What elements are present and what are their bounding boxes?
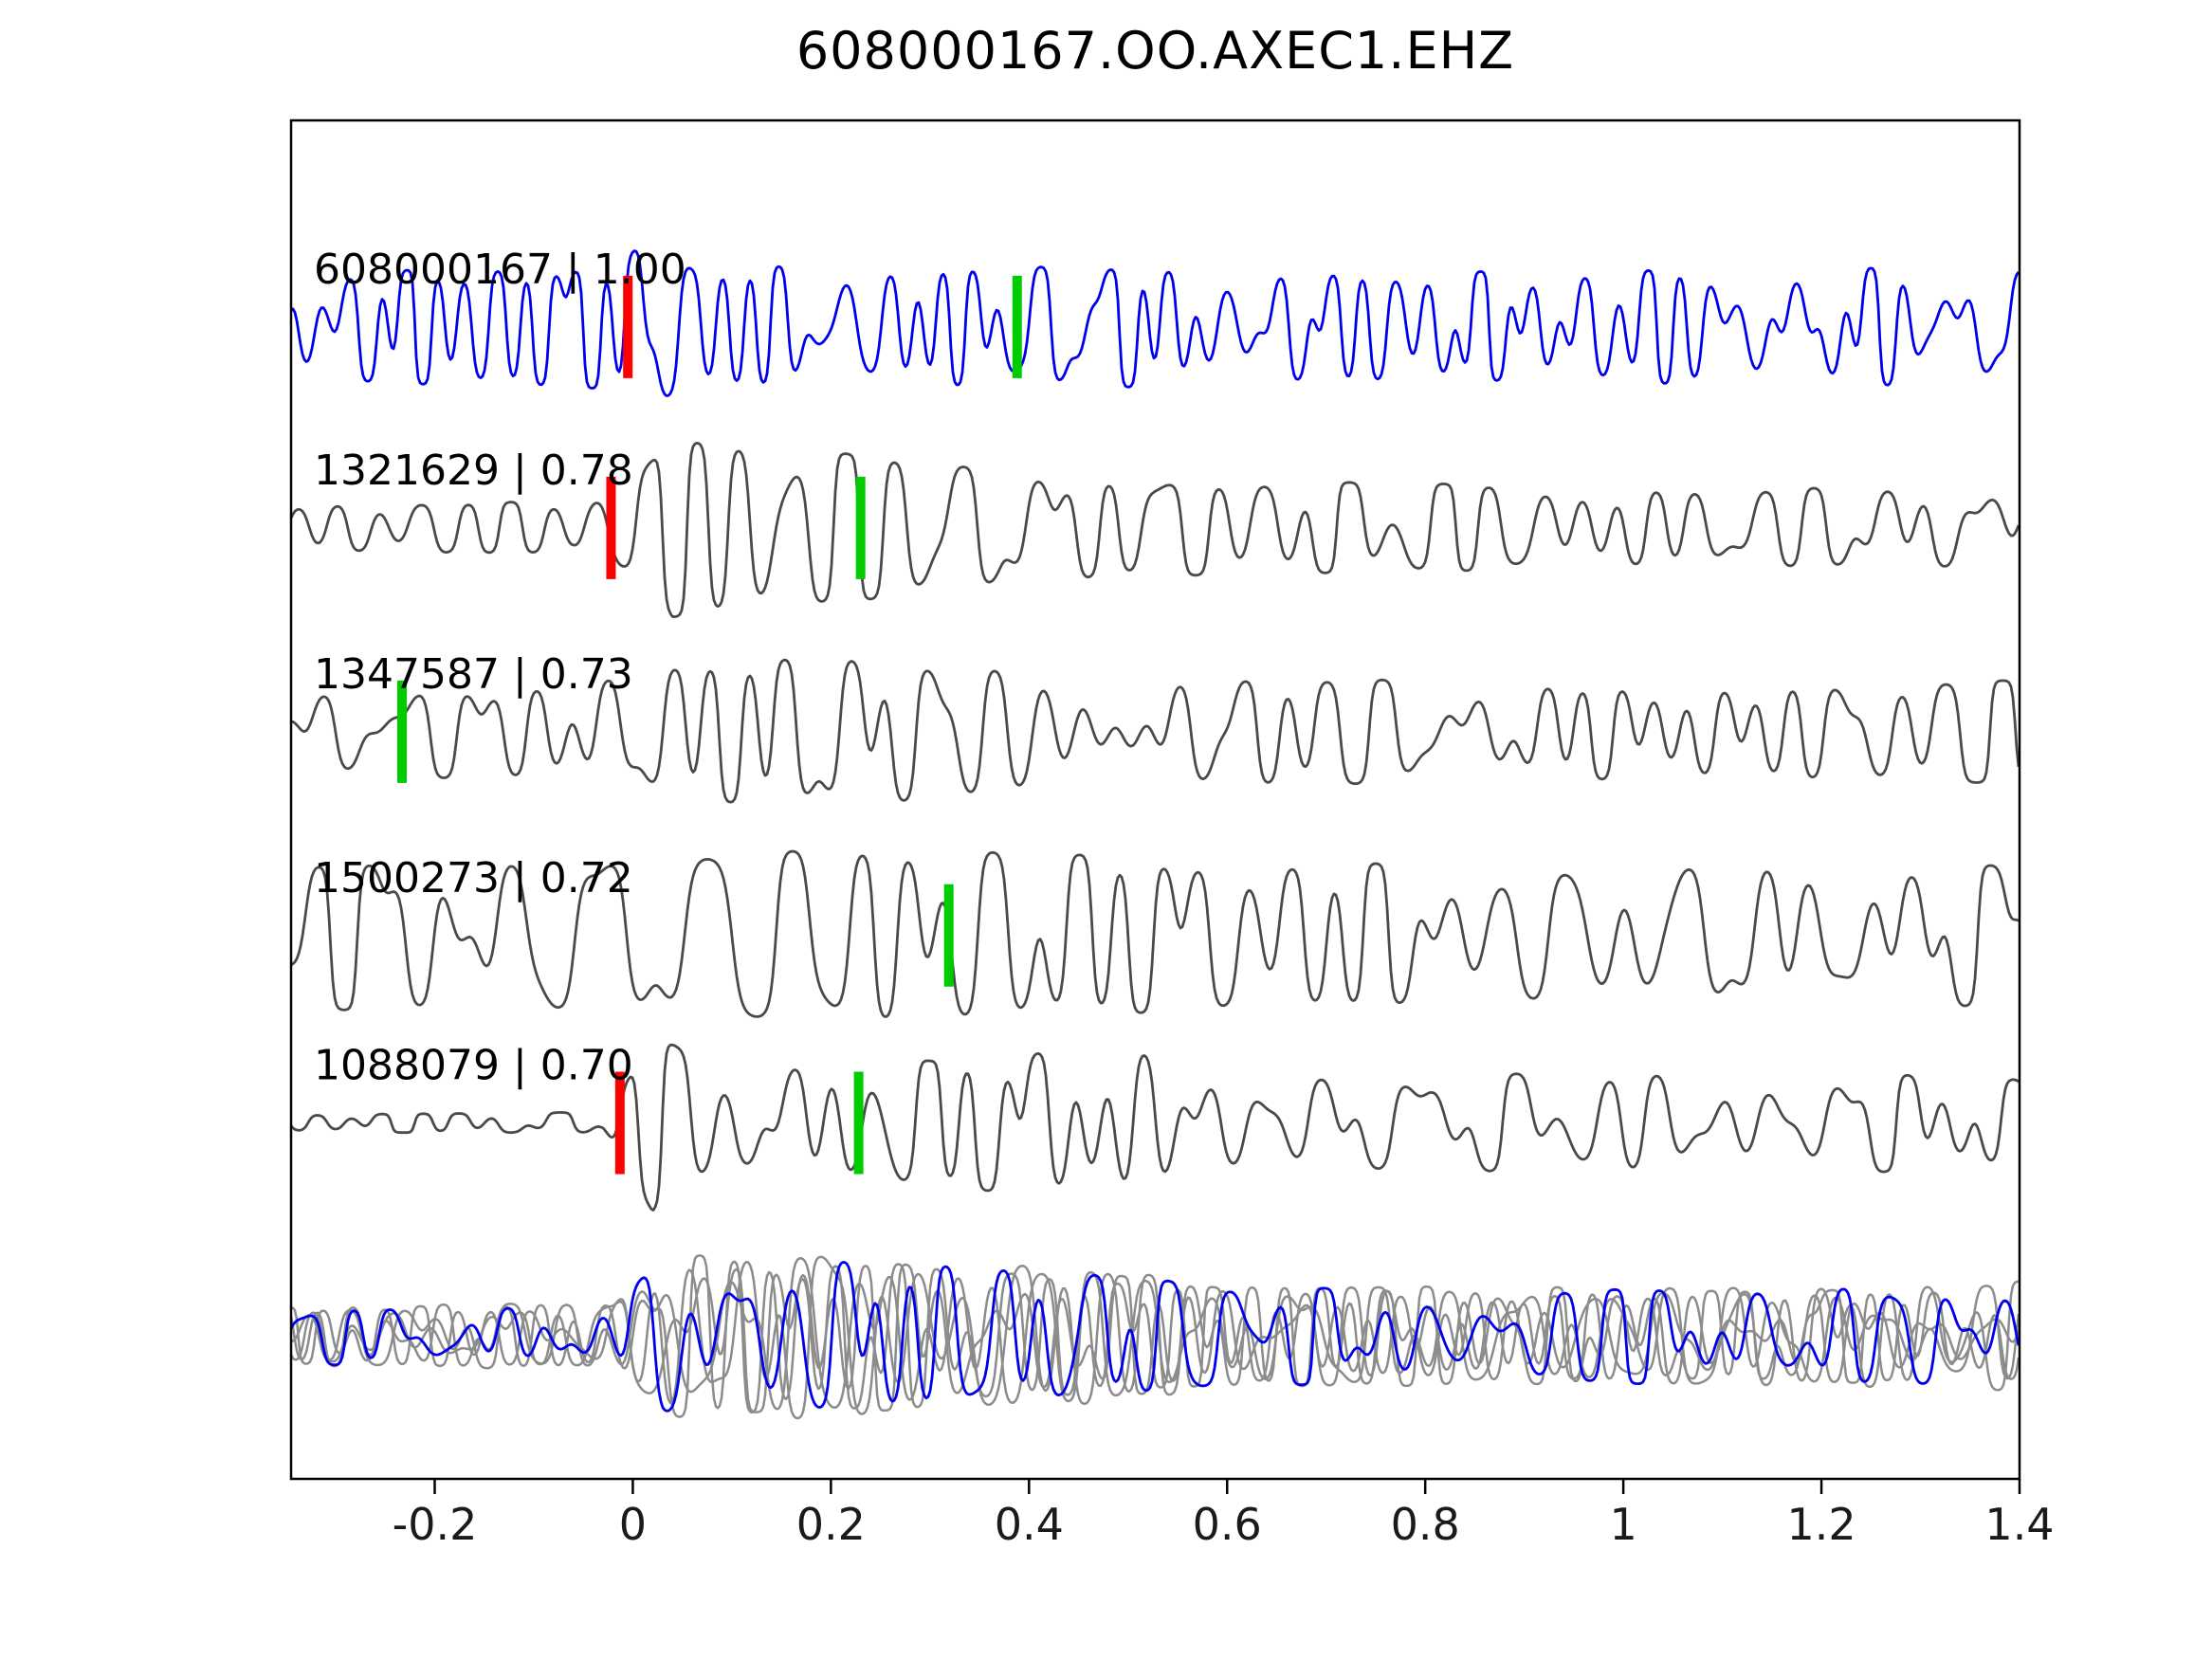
trace-label: 1088079 | 0.70	[314, 1042, 633, 1090]
x-tick-label: -0.2	[393, 1499, 478, 1550]
trace-row-2	[291, 442, 2020, 618]
waveform-trace	[291, 658, 2020, 804]
waveform-trace	[291, 1254, 2020, 1418]
x-tick-label: 0	[619, 1499, 647, 1550]
chart-title: 608000167.OO.AXEC1.EHZ	[795, 21, 1515, 81]
waveform-trace	[291, 1255, 2020, 1420]
trace-row-5	[291, 1043, 2020, 1212]
x-tick-label: 0.6	[1193, 1499, 1262, 1550]
traces-group	[291, 249, 2020, 1420]
trace-row-6	[291, 1254, 2020, 1420]
waveform-trace	[291, 1043, 2020, 1212]
x-tick-label: 0.4	[995, 1499, 1064, 1550]
waveform-trace	[291, 849, 2020, 1018]
x-tick-label: 1	[1609, 1499, 1636, 1550]
plot-border	[289, 118, 2021, 1481]
trace-row-4	[291, 849, 2020, 1018]
trace-label: 1321629 | 0.78	[314, 447, 633, 495]
trace-row-1	[291, 249, 2020, 397]
x-tick-label: 1.2	[1786, 1499, 1856, 1550]
trace-label: 1500273 | 0.72	[314, 854, 633, 902]
x-tick-label: 0.8	[1391, 1499, 1460, 1550]
trace-label: 1347587 | 0.73	[314, 650, 633, 699]
trace-row-3	[291, 658, 2020, 804]
waveform-trace	[291, 249, 2020, 397]
x-tick-label: 0.2	[796, 1499, 866, 1550]
waveform-trace	[291, 442, 2020, 618]
waveform-trace	[291, 1261, 2020, 1413]
waveform-trace	[291, 1263, 2020, 1413]
trace-label: 608000167 | 1.00	[314, 246, 686, 294]
x-tick-label: 1.4	[1984, 1499, 2054, 1550]
